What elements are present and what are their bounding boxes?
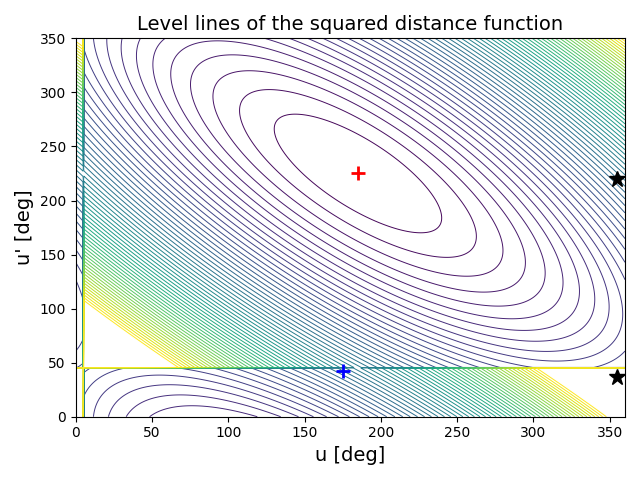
Y-axis label: u' [deg]: u' [deg]	[15, 190, 34, 265]
X-axis label: u [deg]: u [deg]	[316, 446, 385, 465]
Title: Level lines of the squared distance function: Level lines of the squared distance func…	[137, 15, 563, 34]
